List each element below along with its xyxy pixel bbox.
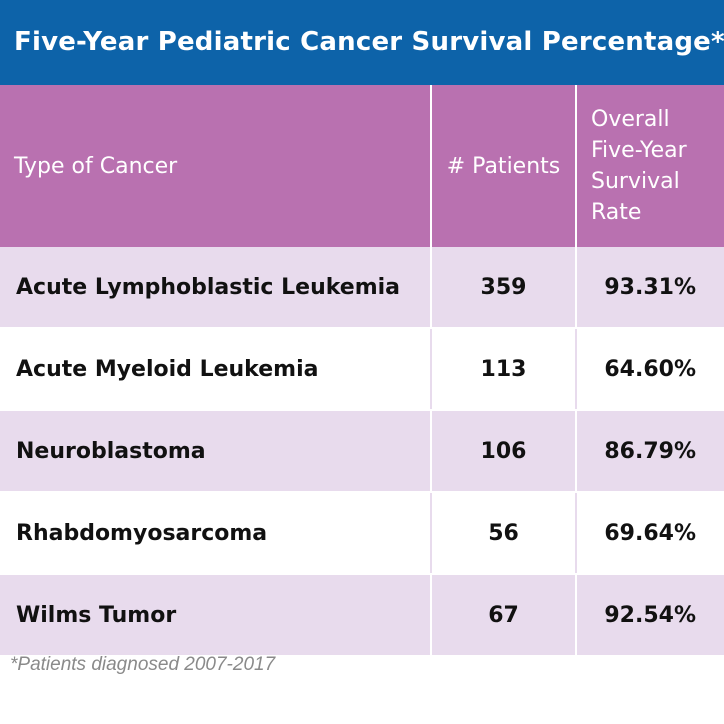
table-row: Wilms Tumor 67 92.54%: [0, 574, 724, 657]
column-header-survival-rate: Overall Five-Year Survival Rate: [575, 85, 724, 247]
page-title: Five-Year Pediatric Cancer Survival Perc…: [0, 0, 724, 85]
table-row: Acute Myeloid Leukemia 113 64.60%: [0, 328, 724, 411]
column-header-rate-line: Overall: [591, 107, 670, 132]
survival-rate-cell: 92.54%: [575, 574, 724, 657]
cancer-type-cell: Wilms Tumor: [0, 574, 431, 657]
patients-cell: 67: [430, 574, 576, 657]
cancer-type-cell: Neuroblastoma: [0, 410, 431, 493]
table-row: Neuroblastoma 106 86.79%: [0, 410, 724, 493]
patients-cell: 56: [430, 492, 576, 575]
cancer-type-cell: Rhabdomyosarcoma: [0, 492, 431, 575]
column-header-patients: # Patients: [430, 85, 576, 247]
survival-table: Type of Cancer # Patients Overall Five-Y…: [0, 85, 724, 657]
cancer-type-cell: Acute Myeloid Leukemia: [0, 328, 431, 411]
column-header-type: Type of Cancer: [0, 85, 431, 247]
cancer-type-cell: Acute Lymphoblastic Leukemia: [0, 247, 431, 329]
survival-rate-cell: 93.31%: [575, 247, 724, 329]
footnote: *Patients diagnosed 2007-2017: [10, 654, 276, 675]
column-header-rate-line: Five-Year: [591, 138, 687, 163]
survival-rate-cell: 64.60%: [575, 328, 724, 411]
patients-cell: 113: [430, 328, 576, 411]
table-row: Acute Lymphoblastic Leukemia 359 93.31%: [0, 247, 724, 329]
table-row: Rhabdomyosarcoma 56 69.64%: [0, 492, 724, 575]
survival-rate-cell: 69.64%: [575, 492, 724, 575]
patients-cell: 106: [430, 410, 576, 493]
survival-rate-cell: 86.79%: [575, 410, 724, 493]
column-header-rate-line: Survival: [591, 169, 680, 194]
column-header-rate-line: Rate: [591, 200, 642, 225]
patients-cell: 359: [430, 247, 576, 329]
table-header-row: Type of Cancer # Patients Overall Five-Y…: [0, 85, 724, 247]
